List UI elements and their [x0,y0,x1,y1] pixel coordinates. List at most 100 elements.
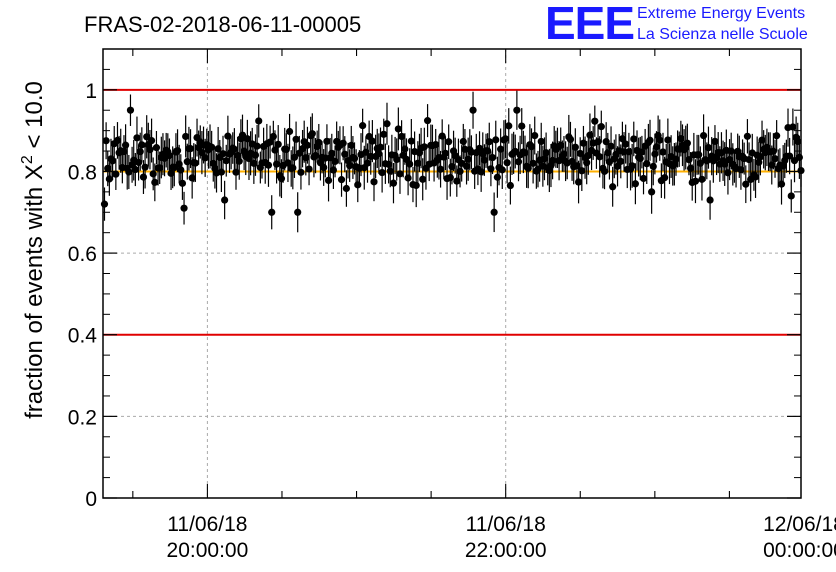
data-point [743,132,752,140]
data-point [120,148,128,156]
data-point [651,150,659,158]
data-point [758,136,766,144]
data-point [376,143,385,151]
data-point [222,157,230,165]
y-tick-label: 0.2 [68,406,97,429]
data-point [742,180,750,188]
data-point [315,138,323,147]
data-point [188,174,196,182]
data-point [272,160,281,168]
data-point [398,132,406,141]
data-point [607,142,615,150]
data-point [453,177,461,185]
data-point [320,163,328,172]
data-point [727,147,735,155]
data-point [540,155,549,163]
data-point [219,150,227,158]
data-point [537,137,545,146]
data-point [134,158,143,167]
data-point [769,147,777,155]
data-point [490,208,498,216]
data-point [269,132,277,141]
data-point [331,157,339,166]
data-point [112,170,120,178]
data-point [566,135,575,143]
data-point [139,173,148,181]
data-point [586,131,594,139]
data-point [475,144,484,152]
data-point [346,161,354,170]
data-point [441,149,450,157]
data-point [469,106,477,114]
data-points [100,90,805,233]
data-point [294,208,302,216]
data-point [302,154,310,162]
data-point [488,153,497,162]
data-point [191,159,200,167]
data-point [266,138,274,146]
data-point [579,139,588,147]
data-point [789,123,797,131]
data-point [232,168,240,176]
data-point [636,154,644,163]
data-point [186,145,195,153]
data-point [277,175,286,183]
data-point [100,200,109,208]
data-point [177,166,185,174]
data-point [477,168,485,176]
data-point [597,123,605,131]
data-point [497,145,505,153]
data-point [501,135,510,143]
data-point [303,141,312,149]
y-tick-label: 0.6 [68,243,97,266]
grid [103,49,801,498]
data-point [527,143,536,151]
data-point [235,157,243,165]
data-point [438,132,446,140]
data-point [337,176,346,184]
data-point [182,132,190,141]
data-point [180,204,188,212]
data-point [591,117,599,125]
data-point [308,130,316,138]
data-point [649,162,657,171]
data-point [446,174,454,182]
data-point [121,141,130,149]
data-point [217,168,225,176]
data-point [574,178,583,186]
data-point [686,164,695,172]
data-point [683,139,691,147]
data-point [125,168,133,176]
y-tick-label: 0.8 [68,161,97,184]
x-tick-label-time: 00:00:00 [763,539,836,562]
data-point [604,149,612,157]
data-point [518,122,526,130]
data-point [795,153,803,161]
data-point [704,144,713,152]
data-point [183,158,191,166]
data-point [706,196,714,204]
data-point [771,155,779,163]
y-tick-label: 0.4 [68,325,98,348]
data-point [724,169,732,177]
data-point [126,106,135,114]
data-point [253,142,261,150]
data-point [383,120,391,128]
data-point [131,165,139,174]
data-point [677,134,685,143]
data-point [255,117,263,125]
x-tick-labels: 11/06/18 20:00:00 11/06/18 22:00:00 12/06/18… [167,513,836,562]
data-point [359,122,367,130]
data-point [503,159,511,167]
data-point [578,167,586,175]
eee-logo: EEE Extreme Energy Events La Scienza nel… [545,0,808,49]
data-point [625,148,633,156]
x-tick-label-time: 22:00:00 [465,539,547,562]
data-point [445,138,453,146]
data-point [459,137,467,146]
data-point [149,170,157,178]
data-point [659,148,667,156]
data-point [493,173,501,181]
data-point [487,165,495,173]
